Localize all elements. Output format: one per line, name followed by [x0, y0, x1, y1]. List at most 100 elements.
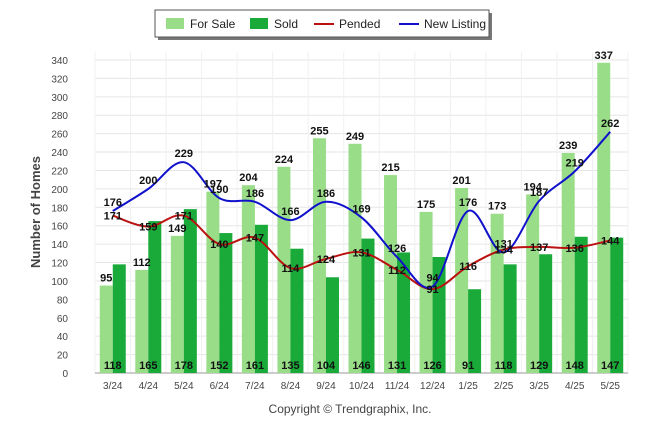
y-tick-label: 0	[62, 369, 68, 380]
data-labels: 95 118 171 176 112 165 159 200 149 178 171 229 197 15…	[100, 50, 620, 372]
label-new-listing: 219	[566, 157, 584, 169]
y-tick-label: 40	[57, 332, 69, 343]
bar-for-sale	[241, 185, 255, 373]
bar-sold	[325, 277, 339, 373]
x-tick-label: 8/24	[281, 381, 301, 392]
y-tick-label: 20	[57, 351, 69, 362]
legend-swatch-sold	[250, 18, 268, 29]
label-sold: 135	[281, 360, 299, 372]
x-tick-label: 5/25	[600, 381, 620, 392]
label-pended: 136	[566, 243, 584, 255]
label-for-sale: 149	[168, 223, 186, 235]
label-sold: 126	[423, 360, 441, 372]
y-tick-label: 140	[51, 240, 68, 251]
x-tick-label: 5/24	[174, 381, 194, 392]
label-new-listing: 176	[104, 197, 122, 209]
y-tick-label: 180	[51, 203, 68, 214]
x-tick-label: 6/24	[210, 381, 230, 392]
y-tick-label: 320	[51, 74, 68, 85]
label-pended: 159	[139, 222, 157, 234]
label-new-listing: 200	[139, 175, 157, 187]
bar-sold	[148, 221, 162, 373]
line-new-listing	[112, 131, 611, 289]
bar-for-sale	[597, 62, 611, 373]
bar-for-sale	[348, 143, 362, 373]
lines	[112, 131, 611, 291]
y-tick-label: 340	[51, 56, 68, 67]
label-sold: 165	[139, 360, 157, 372]
label-sold: 147	[601, 360, 619, 372]
bar-for-sale	[526, 194, 540, 373]
legend-label-new-listing: New Listing	[424, 17, 486, 31]
label-for-sale: 201	[452, 175, 470, 187]
bar-sold	[468, 289, 482, 373]
label-new-listing: 169	[352, 203, 370, 215]
label-for-sale: 197	[204, 179, 222, 191]
y-tick-label: 260	[51, 130, 68, 141]
bar-for-sale	[455, 187, 469, 373]
bar-for-sale	[206, 191, 220, 373]
label-sold: 148	[566, 360, 584, 372]
label-new-listing: 131	[494, 238, 512, 250]
label-pended: 131	[352, 247, 370, 259]
label-sold: 131	[388, 360, 406, 372]
label-pended: 116	[459, 261, 477, 273]
legend-label-sold: Sold	[274, 17, 298, 31]
label-pended: 114	[282, 263, 301, 275]
label-for-sale: 255	[310, 125, 328, 137]
label-pended: 112	[388, 265, 406, 277]
x-tick-label: 1/25	[458, 381, 478, 392]
label-new-listing: 126	[388, 243, 406, 255]
label-new-listing: 94	[426, 272, 439, 284]
y-tick-label: 160	[51, 222, 68, 233]
bar-for-sale	[170, 235, 184, 373]
bar-for-sale	[99, 285, 113, 373]
label-new-listing: 186	[317, 188, 335, 200]
label-sold: 129	[530, 360, 548, 372]
label-for-sale: 239	[559, 140, 577, 152]
x-tick-label: 3/24	[103, 381, 123, 392]
label-pended: 124	[317, 254, 336, 266]
label-pended: 140	[210, 239, 228, 251]
legend-label-for-sale: For Sale	[190, 17, 236, 31]
x-tick-label: 9/24	[316, 381, 336, 392]
label-sold: 161	[246, 360, 264, 372]
label-sold: 178	[175, 360, 193, 372]
label-new-listing: 186	[246, 188, 264, 200]
y-axis-title: Number of Homes	[28, 156, 43, 268]
label-for-sale: 112	[133, 257, 151, 269]
y-tick-label: 60	[57, 314, 69, 325]
x-tick-label: 2/25	[494, 381, 514, 392]
label-new-listing: 262	[601, 118, 619, 130]
bar-for-sale	[561, 152, 575, 373]
x-tick-label: 12/24	[420, 381, 445, 392]
x-tick-label: 4/24	[139, 381, 159, 392]
bar-sold	[290, 248, 304, 373]
bar-for-sale	[312, 138, 326, 373]
bar-sold	[219, 233, 233, 373]
label-for-sale: 175	[417, 199, 435, 211]
label-new-listing: 176	[459, 197, 477, 209]
y-tick-label: 80	[57, 295, 69, 306]
label-pended: 91	[426, 284, 438, 296]
label-new-listing: 229	[175, 148, 193, 160]
label-for-sale: 194	[523, 181, 542, 193]
bar-sold	[397, 252, 411, 373]
y-tick-label: 120	[51, 259, 68, 270]
label-new-listing: 190	[210, 184, 228, 196]
label-pended: 144	[601, 235, 620, 247]
bar-sold	[539, 254, 553, 373]
copyright-credit: Copyright © Trendgraphix, Inc.	[269, 402, 432, 416]
label-new-listing: 166	[281, 206, 299, 218]
bar-for-sale	[135, 269, 149, 373]
x-axis-ticks: 3/24 4/24 5/24 6/24 7/24 8/24 9/24 10/24 11/24 12…	[103, 381, 620, 392]
bars	[99, 62, 624, 373]
y-tick-label: 280	[51, 111, 68, 122]
y-axis-ticks: 0 20 40 60 80 100 120 140 160 180 200 220 240 260 280 3…	[51, 56, 68, 380]
y-tick-label: 100	[51, 277, 68, 288]
bar-for-sale	[384, 175, 398, 373]
label-for-sale: 224	[275, 154, 294, 166]
y-tick-label: 240	[51, 148, 68, 159]
label-new-listing: 187	[530, 187, 548, 199]
